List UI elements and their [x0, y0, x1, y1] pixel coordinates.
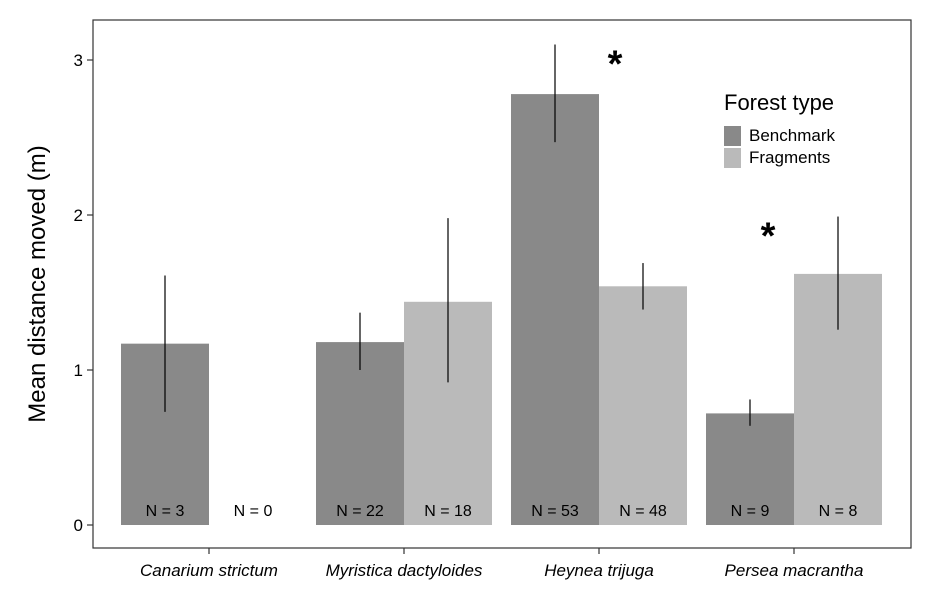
n-label: N = 18 — [424, 503, 472, 520]
y-tick-label: 1 — [74, 361, 83, 380]
n-label: N = 53 — [531, 503, 579, 520]
bar-benchmark-2 — [511, 94, 599, 525]
n-label: N = 22 — [336, 503, 384, 520]
y-axis-title: Mean distance moved (m) — [24, 145, 51, 422]
x-tick-label: Heynea trijuga — [544, 561, 654, 580]
y-tick-label: 0 — [74, 516, 83, 535]
legend-label-benchmark: Benchmark — [749, 126, 835, 145]
legend: Forest type Benchmark Fragments — [724, 90, 835, 168]
y-tick-label: 3 — [74, 51, 83, 70]
legend-label-fragments: Fragments — [749, 148, 830, 167]
n-label: N = 48 — [619, 503, 667, 520]
bar-fragments-2 — [599, 286, 687, 525]
y-axis: 0 1 2 3 — [74, 51, 93, 535]
errorbars-layer — [164, 44, 839, 426]
n-label: N = 8 — [819, 503, 858, 520]
bar-benchmark-1 — [316, 342, 404, 525]
significance-layer: ** — [608, 44, 776, 258]
n-label: N = 3 — [146, 503, 185, 520]
x-tick-label: Persea macrantha — [725, 561, 864, 580]
legend-key-benchmark — [724, 126, 741, 146]
legend-key-fragments — [724, 148, 741, 168]
n-labels-layer: N = 3 N = 22 N = 53 N = 9 N = 0 N = 18 N = 48 N… — [146, 503, 858, 520]
x-axis: Canarium strictum Myristica dactyloides He… — [140, 548, 863, 580]
n-label: N = 9 — [731, 503, 770, 520]
y-tick-label: 2 — [74, 206, 83, 225]
significance-asterisk: * — [608, 44, 623, 86]
x-tick-label: Canarium strictum — [140, 561, 278, 580]
n-label: N = 0 — [234, 503, 273, 520]
significance-asterisk: * — [761, 216, 776, 258]
bar-benchmark-3 — [706, 413, 794, 525]
legend-title: Forest type — [724, 90, 834, 115]
x-tick-label: Myristica dactyloides — [326, 561, 483, 580]
